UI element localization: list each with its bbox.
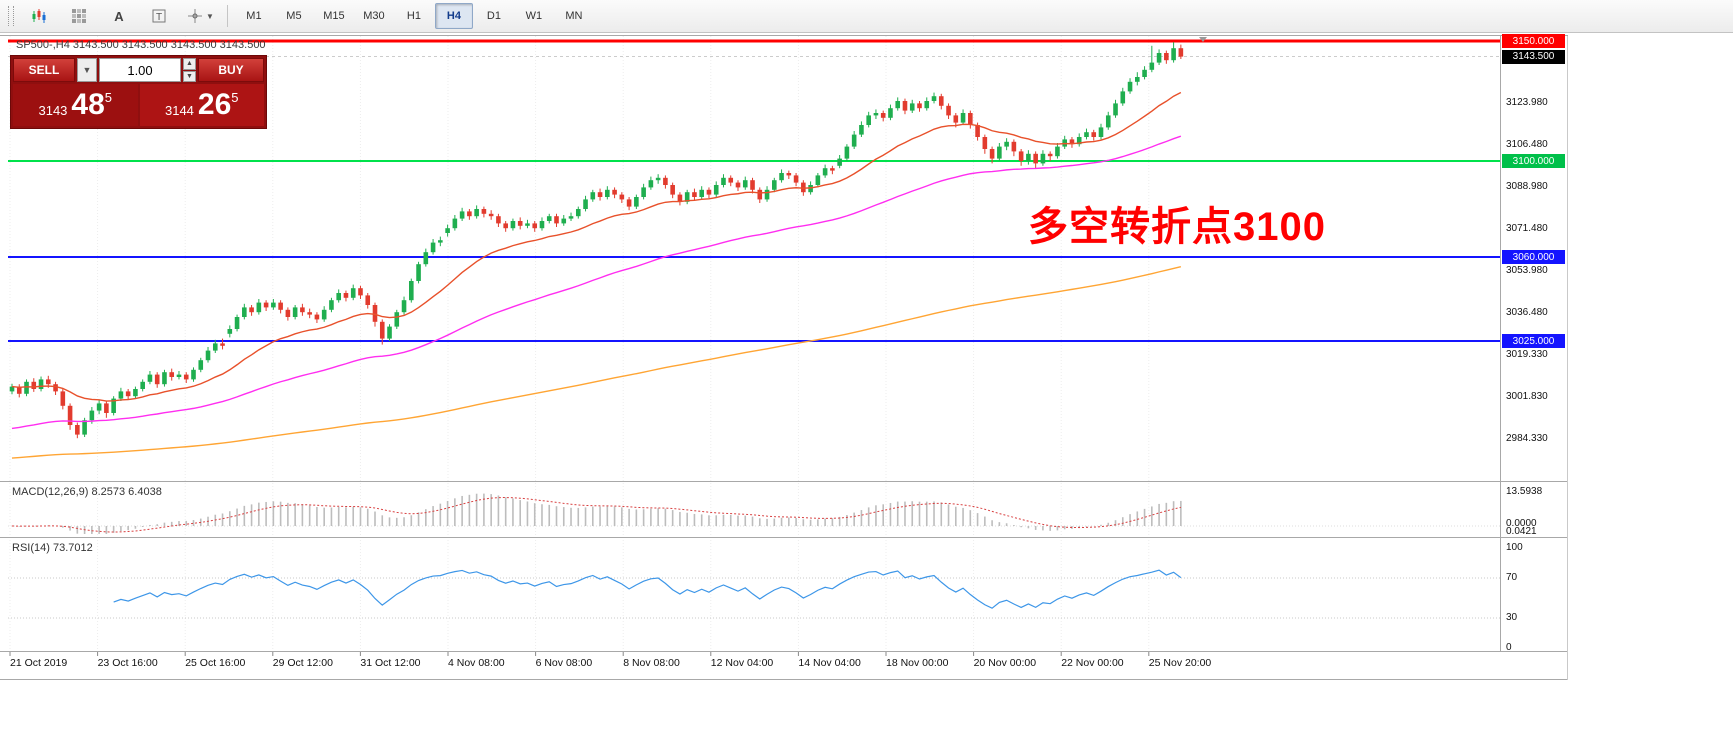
toolbar-separator: [226, 5, 228, 27]
main-toolbar: A T ▼ M1 M5 M15 M30 H1 H4 D1 W1 MN: [0, 0, 1733, 33]
timeframe-button-m15[interactable]: M15: [323, 10, 345, 22]
price-axis-badge: 3100.000: [1502, 154, 1565, 168]
volume-spinner: ▲ ▼: [183, 58, 196, 82]
chart-annotation: 多空转折点3100: [1028, 205, 1326, 249]
buy-price-sup: 5: [231, 90, 239, 105]
indicator-grid-icon-button[interactable]: [60, 3, 98, 29]
price-axis-badge: 3143.500: [1502, 49, 1565, 64]
volume-input[interactable]: [99, 58, 181, 82]
time-axis-label: 29 Oct 12:00: [272, 657, 333, 669]
time-axis-label: 22 Nov 00:00: [1061, 657, 1124, 669]
timeframe-button-mn[interactable]: MN: [565, 10, 583, 22]
price-axis-tick: 3071.480: [1506, 223, 1548, 235]
price-axis-tick: 3001.830: [1506, 390, 1548, 402]
toolbar-grip[interactable]: [8, 6, 14, 26]
time-axis-label: 20 Nov 00:00: [973, 657, 1037, 669]
price-axis-tick: 3123.980: [1506, 97, 1548, 109]
rsi-axis-label: 30: [1506, 612, 1518, 623]
rsi-axis-label: 70: [1506, 572, 1518, 583]
price-axis-badge: 3025.000: [1502, 334, 1565, 348]
chevron-down-icon: ▼: [206, 11, 214, 21]
buy-button[interactable]: BUY: [198, 58, 264, 82]
timeframe-button-m1[interactable]: M1: [246, 10, 262, 22]
volume-increase-button[interactable]: ▲: [183, 58, 196, 70]
timeframe-button-w1[interactable]: W1: [525, 10, 543, 22]
macd-axis-label: 0.0421: [1506, 526, 1537, 537]
time-axis-label: 31 Oct 12:00: [360, 657, 421, 669]
time-axis-label: 12 Nov 04:00: [710, 657, 774, 669]
timeframe-button-h1[interactable]: H1: [406, 10, 421, 22]
sell-price-sup: 5: [104, 90, 113, 105]
buy-price-display[interactable]: 3144 26 5: [139, 84, 264, 126]
sell-price-prefix: 3143: [38, 102, 68, 118]
time-axis-label: 23 Oct 16:00: [97, 657, 158, 669]
price-axis-badge: 3060.000: [1502, 250, 1565, 264]
buy-price-big: 26: [197, 88, 232, 121]
timeframe-button-m5[interactable]: M5: [286, 10, 302, 22]
timeframe-button-h4[interactable]: H4: [434, 3, 473, 29]
drawing-tools-icon: [188, 9, 202, 23]
macd-axis-label: 13.5938: [1506, 486, 1543, 497]
sell-price-display[interactable]: 3143 48 5: [13, 84, 138, 126]
text-label-icon-button[interactable]: T: [140, 3, 178, 29]
timeframe-button-m30[interactable]: M30: [363, 10, 385, 22]
drawing-tools-icon-button[interactable]: ▼: [180, 3, 220, 29]
time-axis-label: 14 Nov 04:00: [798, 657, 861, 669]
sell-button[interactable]: SELL: [13, 58, 75, 82]
macd-indicator-label: MACD(12,26,9) 8.2573 6.4038: [12, 486, 162, 498]
chevron-down-icon: ▼: [82, 65, 92, 75]
rsi-axis-label: 100: [1506, 542, 1523, 553]
price-axis-tick: 3036.480: [1506, 307, 1548, 319]
timeframe-button-group: M1 M5 M15 M30 H1 H4 D1 W1 MN: [235, 3, 593, 29]
rsi-pane[interactable]: [8, 539, 1500, 651]
indicator-grid-icon: [72, 9, 86, 23]
rsi-indicator-label: RSI(14) 73.7012: [12, 542, 93, 554]
candlestick-chart-icon-button[interactable]: [20, 3, 58, 29]
volume-dropdown-button[interactable]: ▼: [77, 58, 97, 82]
macd-axis-label: 0.0000: [1506, 518, 1537, 529]
sell-price-big: 48: [71, 88, 105, 121]
price-axis-tick: 3088.980: [1506, 181, 1548, 193]
one-click-trading-panel: SELL ▼ ▲ ▼ BUY 3143 48 5 3144 26 5: [10, 55, 267, 129]
price-axis-tick: 3106.480: [1506, 139, 1548, 151]
price-axis-tick: 3053.980: [1506, 265, 1548, 277]
time-axis-label: 25 Oct 16:00: [185, 657, 246, 669]
annotation-a-icon-button[interactable]: A: [100, 3, 138, 29]
time-axis-label: 18 Nov 00:00: [886, 657, 949, 669]
time-axis-label: 4 Nov 08:00: [448, 657, 505, 669]
candlestick-chart-icon: [32, 9, 46, 23]
time-axis-label: 21 Oct 2019: [10, 657, 68, 669]
price-axis-badge: 3150.000: [1502, 34, 1565, 48]
rsi-axis-label: 0: [1506, 642, 1512, 653]
buy-price-prefix: 3144: [164, 102, 194, 118]
macd-pane[interactable]: [8, 484, 1500, 537]
symbol-header: SP500-,H4 3143.500 3143.500 3143.500 314…: [16, 39, 266, 51]
time-axis-label: 6 Nov 08:00: [535, 657, 593, 669]
volume-decrease-button[interactable]: ▼: [183, 70, 196, 82]
price-axis-tick: 3019.330: [1506, 348, 1548, 360]
timeframe-button-d1[interactable]: D1: [486, 10, 501, 22]
annotation-a-icon: A: [114, 8, 124, 24]
text-label-icon: T: [152, 9, 166, 23]
time-axis-label: 8 Nov 08:00: [623, 657, 680, 669]
time-axis-label: 25 Nov 20:00: [1148, 657, 1212, 669]
svg-text:T: T: [156, 12, 162, 23]
price-axis-tick: 2984.330: [1506, 432, 1548, 444]
